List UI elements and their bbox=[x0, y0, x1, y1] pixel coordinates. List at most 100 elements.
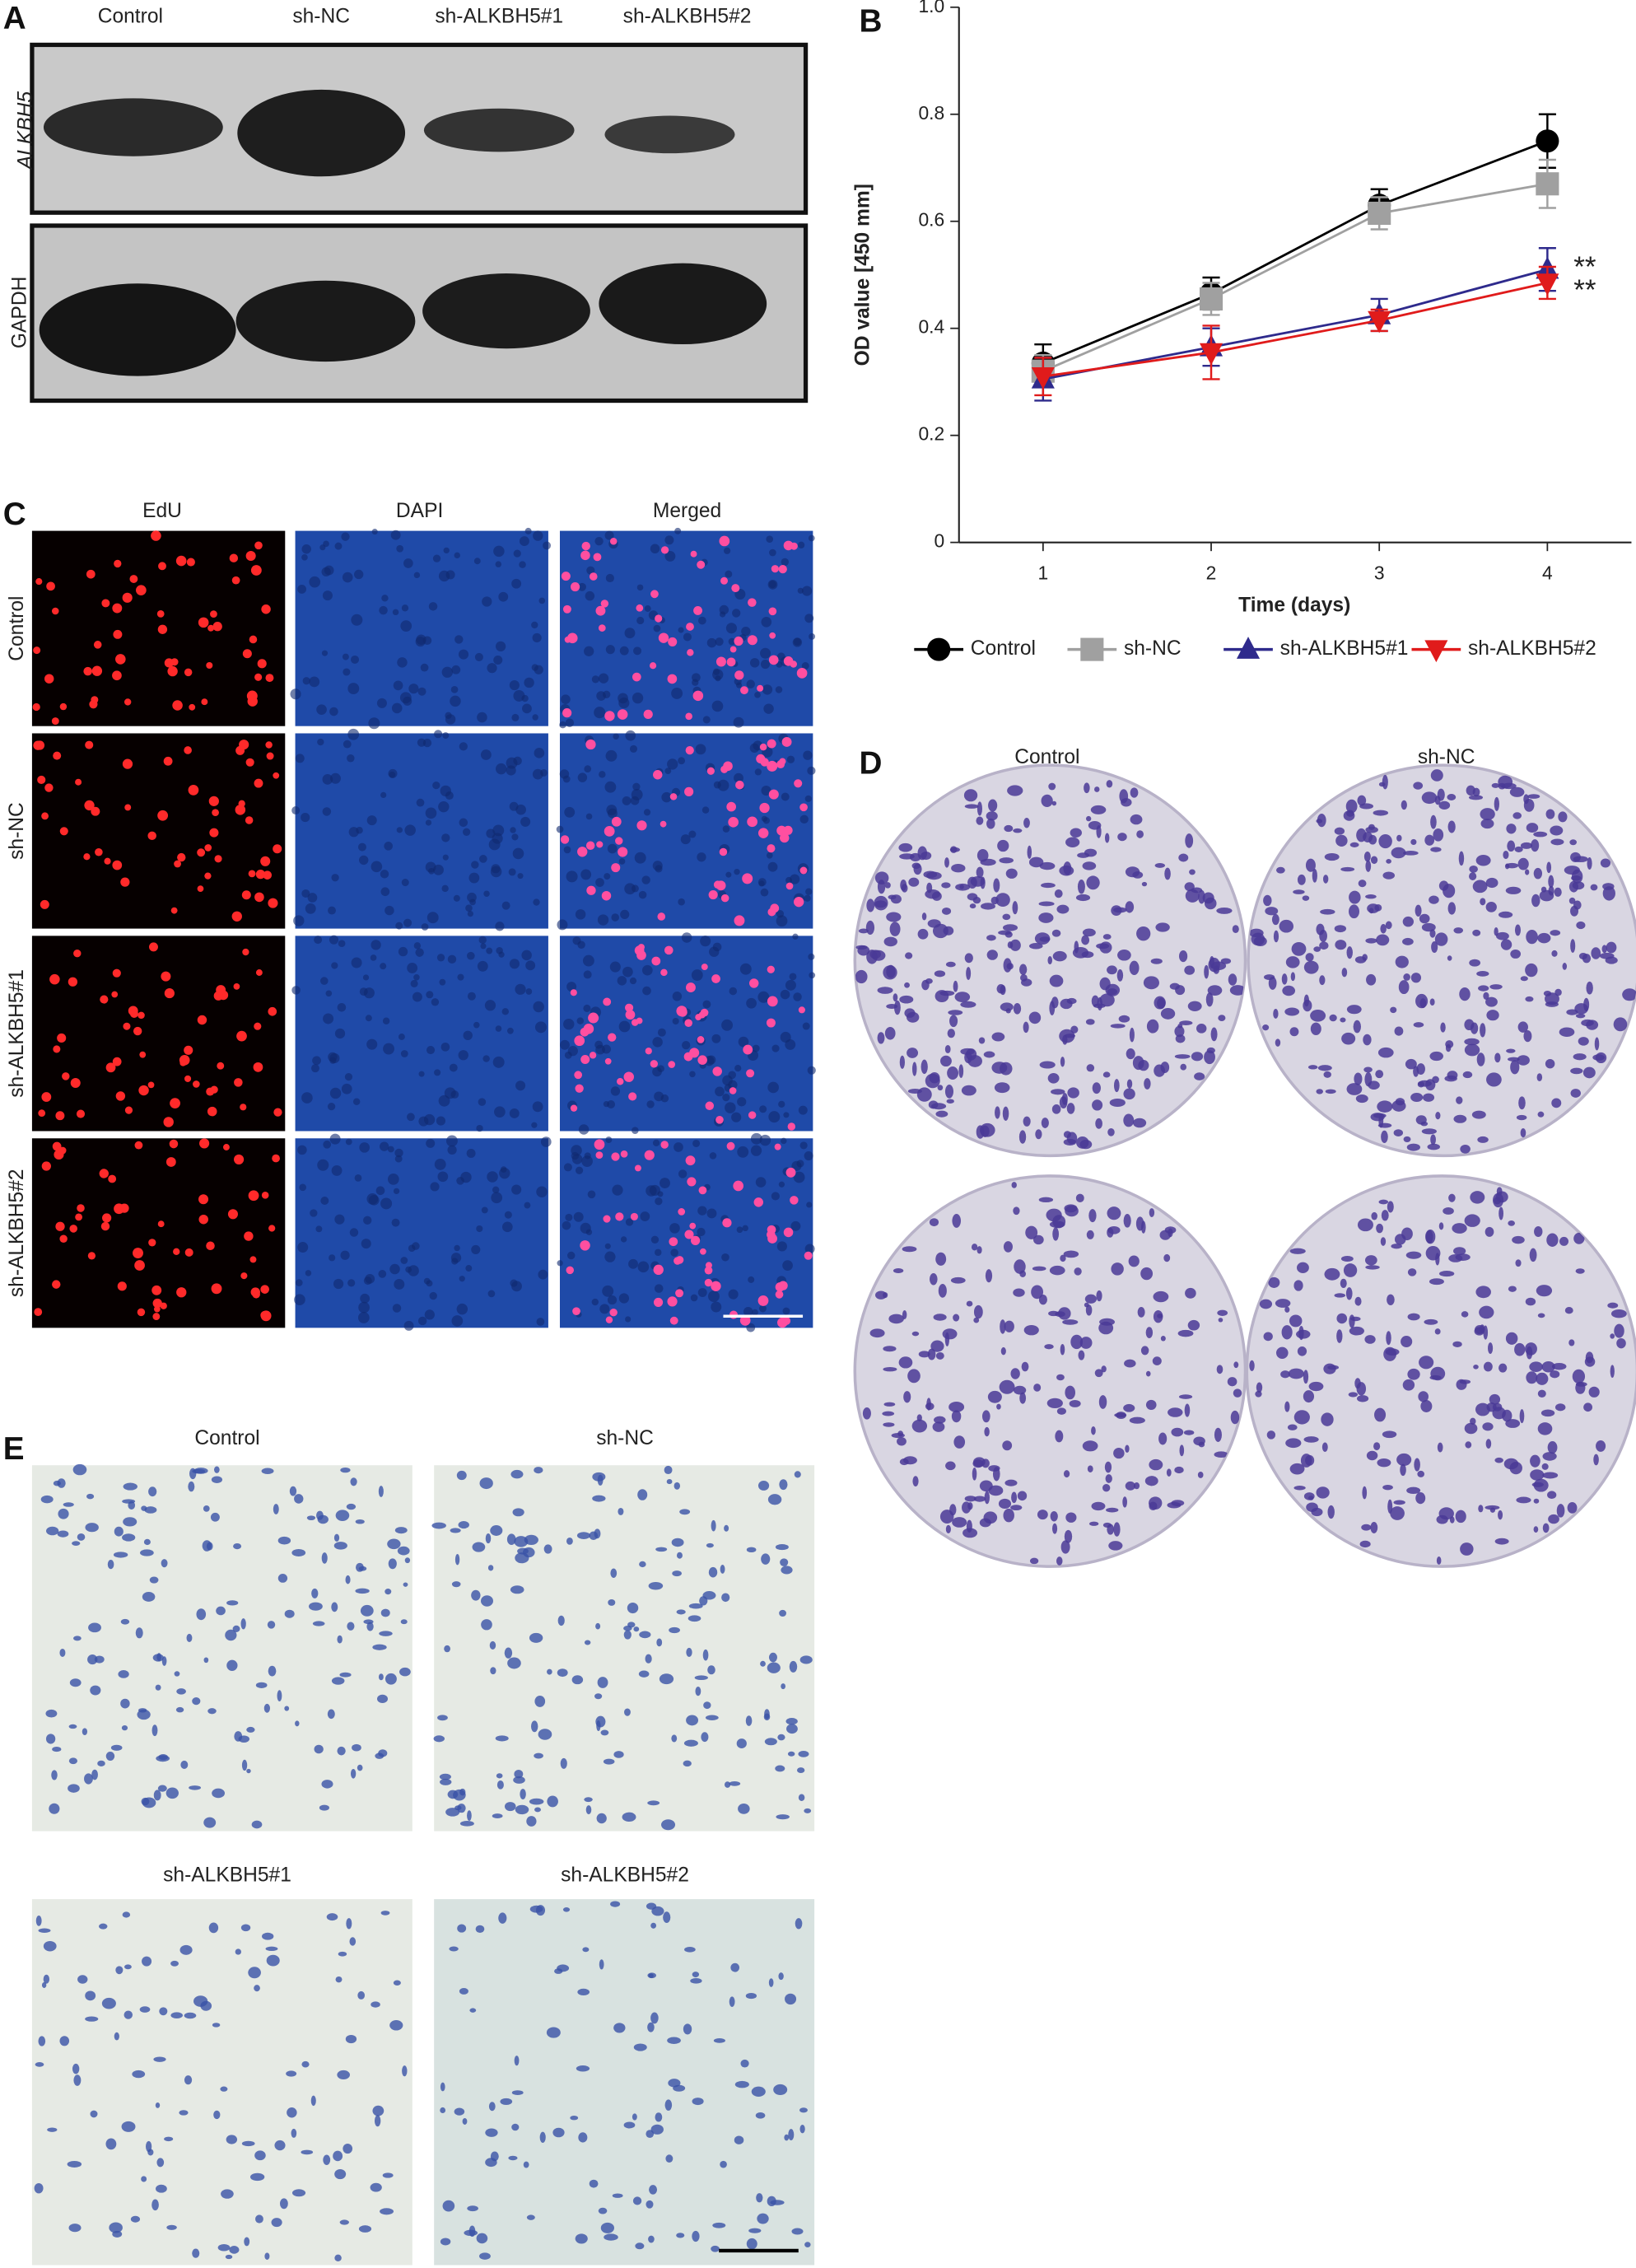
cell bbox=[59, 2036, 70, 2046]
edu-cell bbox=[720, 894, 729, 903]
edu-cell bbox=[108, 1174, 117, 1183]
nucleus bbox=[781, 1137, 787, 1145]
panel-c: C EdU DAPI MergedControlsh-NCsh-ALKBH5#1sh… bbox=[3, 497, 816, 1332]
edu-cell bbox=[189, 703, 196, 711]
colony bbox=[1542, 1523, 1550, 1533]
colony bbox=[1325, 1089, 1336, 1094]
colony bbox=[1527, 794, 1540, 799]
colony bbox=[1395, 955, 1409, 968]
cell bbox=[751, 2086, 766, 2097]
colony bbox=[1452, 1223, 1467, 1234]
cell bbox=[153, 1790, 161, 1801]
cell bbox=[500, 2098, 513, 2106]
colony bbox=[1571, 869, 1583, 884]
colony bbox=[912, 1476, 919, 1487]
cell bbox=[637, 1489, 648, 1500]
colony bbox=[1000, 1346, 1006, 1356]
nucleus bbox=[453, 894, 460, 902]
cell bbox=[306, 1515, 316, 1521]
cell bbox=[357, 1764, 363, 1771]
cell bbox=[184, 2012, 197, 2019]
panel-label: E bbox=[3, 1431, 25, 1467]
colony bbox=[884, 882, 891, 889]
colony bbox=[1111, 905, 1122, 917]
nucleus bbox=[458, 649, 469, 660]
cell bbox=[449, 1946, 459, 1952]
edu-cell bbox=[574, 1035, 585, 1047]
colony bbox=[1424, 1318, 1438, 1325]
colony bbox=[1028, 856, 1044, 868]
cell bbox=[291, 2189, 306, 2197]
cell bbox=[69, 1678, 82, 1687]
cell bbox=[729, 1781, 741, 1786]
cell bbox=[319, 1804, 329, 1811]
cell bbox=[179, 1944, 193, 1955]
cell bbox=[174, 1671, 180, 1677]
colony bbox=[1550, 825, 1564, 836]
edu-cell bbox=[268, 1225, 276, 1232]
nucleus bbox=[309, 576, 321, 588]
colony bbox=[1498, 775, 1513, 789]
colony bbox=[1350, 1316, 1361, 1322]
colony bbox=[1086, 1230, 1094, 1239]
colony bbox=[967, 1502, 973, 1510]
edu-cell bbox=[231, 576, 240, 585]
panel-label: D bbox=[860, 745, 883, 781]
edu-cell bbox=[566, 1266, 574, 1275]
nucleus bbox=[532, 768, 543, 780]
nucleus bbox=[468, 872, 480, 884]
colony bbox=[1039, 1061, 1056, 1069]
colony bbox=[1424, 834, 1435, 846]
edu-cell bbox=[201, 698, 208, 706]
colony bbox=[1018, 964, 1028, 976]
nucleus bbox=[757, 991, 770, 1003]
nucleus bbox=[610, 1086, 621, 1096]
edu-cell bbox=[273, 844, 282, 854]
colony bbox=[1575, 1013, 1586, 1019]
edu-cell bbox=[169, 1139, 179, 1149]
colony bbox=[1472, 929, 1481, 936]
colony bbox=[1512, 812, 1522, 819]
cell bbox=[510, 1469, 524, 1479]
edu-cell bbox=[593, 553, 602, 562]
edu-cell bbox=[689, 1048, 700, 1058]
colony bbox=[1346, 946, 1353, 959]
colony bbox=[1214, 1427, 1222, 1442]
cell bbox=[613, 1751, 624, 1758]
colony bbox=[855, 969, 868, 984]
nucleus bbox=[329, 1052, 340, 1064]
colony bbox=[1498, 911, 1513, 918]
field-label: Control bbox=[194, 1427, 259, 1449]
colony bbox=[1499, 1206, 1504, 1220]
nucleus bbox=[495, 641, 506, 652]
colony bbox=[901, 884, 908, 893]
colony bbox=[1251, 932, 1265, 946]
edu-cell bbox=[767, 1225, 776, 1234]
cell bbox=[248, 1967, 261, 1979]
colony bbox=[1396, 1453, 1412, 1467]
cell bbox=[380, 1608, 390, 1617]
colony bbox=[1076, 1136, 1089, 1149]
nucleus bbox=[476, 1124, 483, 1132]
nucleus bbox=[599, 771, 606, 778]
cell bbox=[122, 1911, 131, 1918]
nucleus bbox=[358, 1301, 370, 1314]
colony bbox=[1090, 805, 1107, 814]
nucleus bbox=[480, 943, 487, 950]
colony bbox=[897, 1437, 907, 1446]
colony bbox=[976, 1246, 982, 1254]
cell bbox=[246, 1726, 255, 1733]
edu-cell bbox=[240, 1272, 248, 1280]
edu-cell bbox=[776, 760, 785, 769]
colony bbox=[1064, 1529, 1073, 1543]
colony bbox=[950, 1276, 966, 1284]
cell bbox=[142, 1956, 152, 1967]
cell bbox=[538, 1729, 552, 1740]
cell bbox=[526, 1816, 537, 1827]
nucleus bbox=[354, 569, 364, 580]
nucleus bbox=[790, 874, 800, 884]
colony bbox=[1505, 862, 1519, 869]
colony bbox=[874, 895, 888, 911]
cell bbox=[529, 1632, 543, 1643]
cell bbox=[761, 1553, 771, 1565]
